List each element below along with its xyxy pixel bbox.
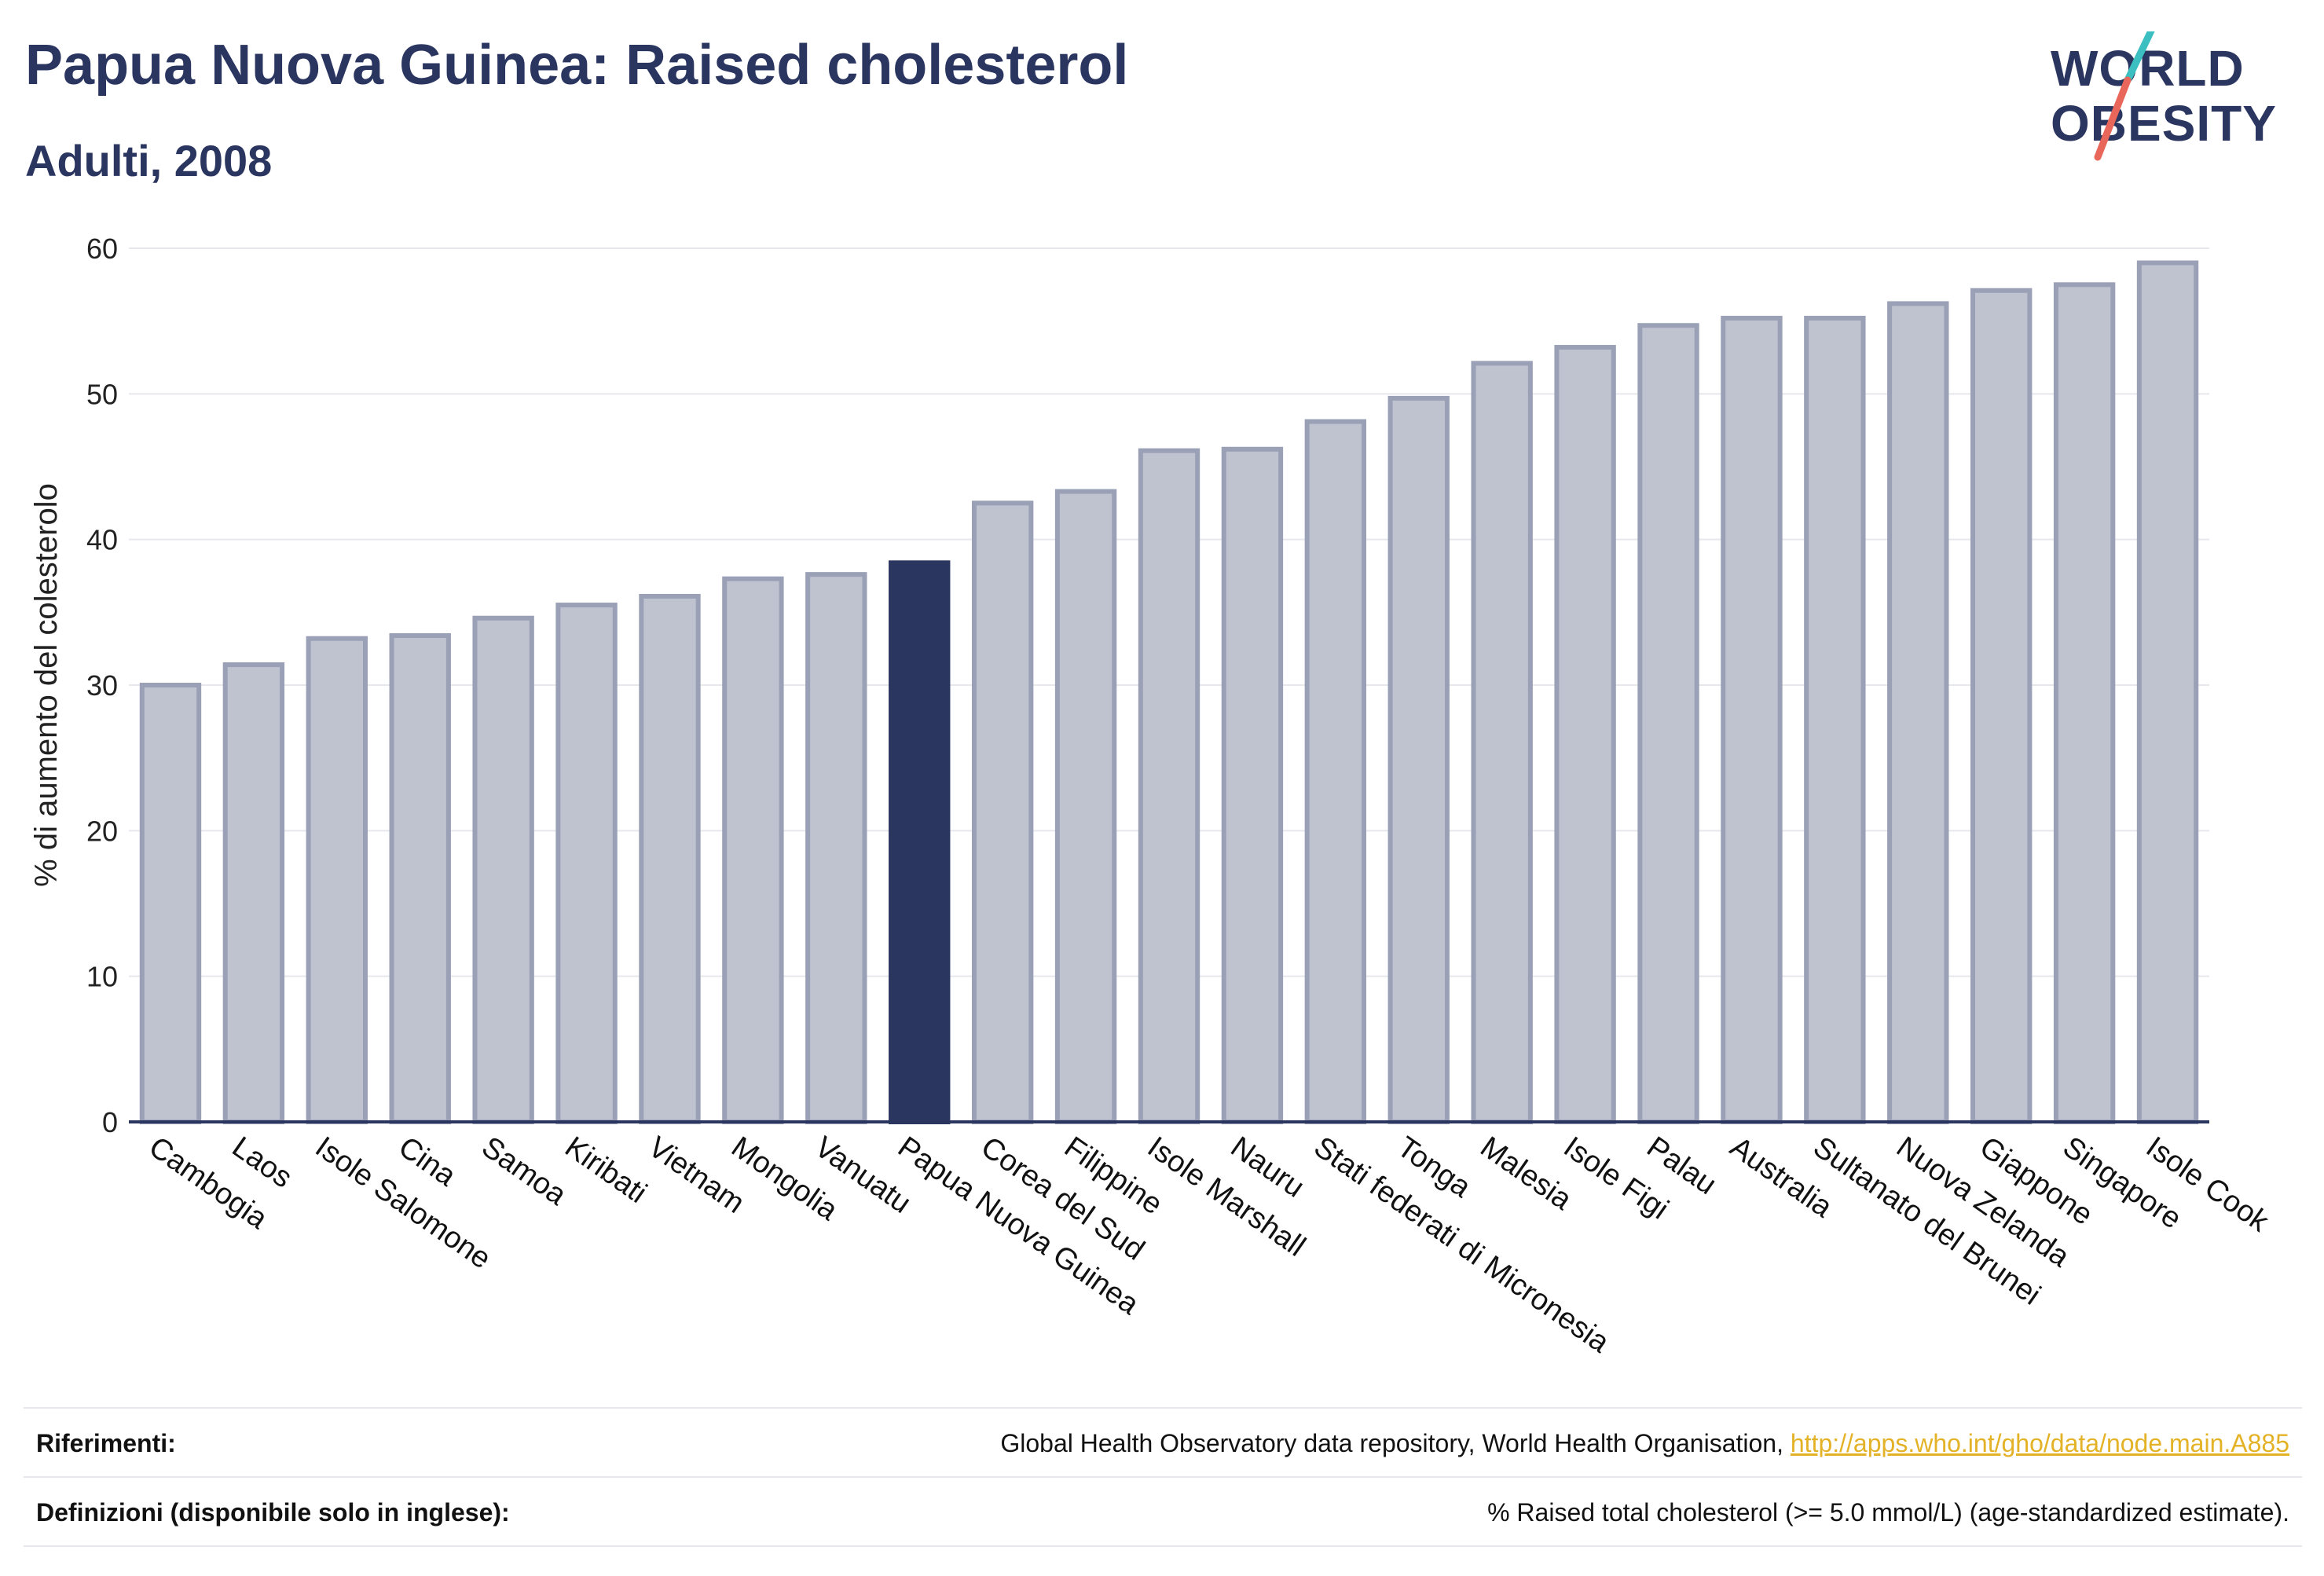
x-tick-label: Kiribati	[559, 1131, 652, 1210]
bar-kiribati	[555, 603, 618, 1124]
bar-australia	[1721, 315, 1783, 1124]
bar-papua-nuova-guinea	[889, 560, 951, 1124]
bar-palau	[1637, 323, 1699, 1124]
logo-line-2: OBESITY	[2051, 95, 2277, 152]
bar-vietnam	[639, 593, 701, 1124]
references-row: Riferimenti: Global Health Observatory d…	[24, 1410, 2302, 1476]
x-tick-label: Malesia	[1475, 1131, 1578, 1217]
chart-title: Papua Nuova Guinea: Raised cholesterol	[25, 34, 1129, 97]
world-obesity-logo: WORLD OBESITY	[2051, 31, 2310, 165]
footer-top-divider	[24, 1407, 2302, 1409]
y-tick-label: 50	[86, 378, 118, 410]
bar-vanuatu	[805, 572, 867, 1124]
y-tick-label: 20	[86, 815, 118, 847]
references-link[interactable]: http://apps.who.int/gho/data/node.main.A…	[1790, 1428, 2289, 1457]
logo-line-1: WORLD	[2051, 40, 2245, 97]
y-axis-label: % di aumento del colesterolo	[29, 483, 64, 887]
bar-mongolia	[722, 576, 784, 1124]
bar-chart: 0 10 20 30 40 50 60 % di aumento del colesterol…	[29, 233, 2275, 1360]
y-tick-label: 60	[86, 233, 118, 265]
bar-isole-cook	[2136, 260, 2199, 1125]
references-text: Global Health Observatory data repositor…	[1000, 1428, 1791, 1457]
bar-tonga	[1387, 395, 1450, 1125]
definitions-value: % Raised total cholesterol (>= 5.0 mmol/…	[1487, 1497, 2289, 1527]
bar-samoa	[472, 615, 534, 1124]
bar-laos	[222, 662, 285, 1124]
bar-malesia	[1471, 361, 1533, 1124]
bar-isole-salomone	[306, 636, 368, 1124]
definitions-label: Definizioni (disponibile solo in inglese…	[36, 1497, 510, 1527]
bar-isole-marshall	[1138, 448, 1200, 1124]
bar-nauru	[1221, 446, 1284, 1124]
y-tick-label: 0	[102, 1106, 118, 1138]
x-tick-label: Samoa	[475, 1131, 572, 1212]
chart-subtitle: Adulti, 2008	[25, 136, 273, 185]
definitions-row: Definizioni (disponibile solo in inglese…	[24, 1479, 2302, 1545]
logo-slash-icon	[2094, 31, 2155, 161]
bar-sultanato-del-brunei	[1804, 315, 1866, 1124]
y-tick-label: 40	[86, 524, 118, 556]
bar-singapore	[2053, 282, 2116, 1124]
y-tick-label: 30	[86, 669, 118, 702]
bar-isole-figi	[1554, 345, 1616, 1124]
footer-middle-divider	[24, 1476, 2302, 1478]
bar-corea-del-sud	[971, 500, 1034, 1125]
y-tick-label: 10	[86, 961, 118, 993]
references-label: Riferimenti:	[36, 1428, 176, 1457]
bar-nuova-zelanda	[1887, 301, 1949, 1125]
bar-giappone	[1970, 288, 2033, 1124]
bar-stati-federati-di-micronesia	[1304, 419, 1367, 1124]
references-value: Global Health Observatory data repositor…	[1000, 1429, 2302, 1458]
footer-bottom-divider	[24, 1545, 2302, 1547]
bar-cina	[389, 632, 451, 1124]
bar-filippine	[1054, 489, 1117, 1124]
bar-cambogia	[139, 683, 202, 1124]
